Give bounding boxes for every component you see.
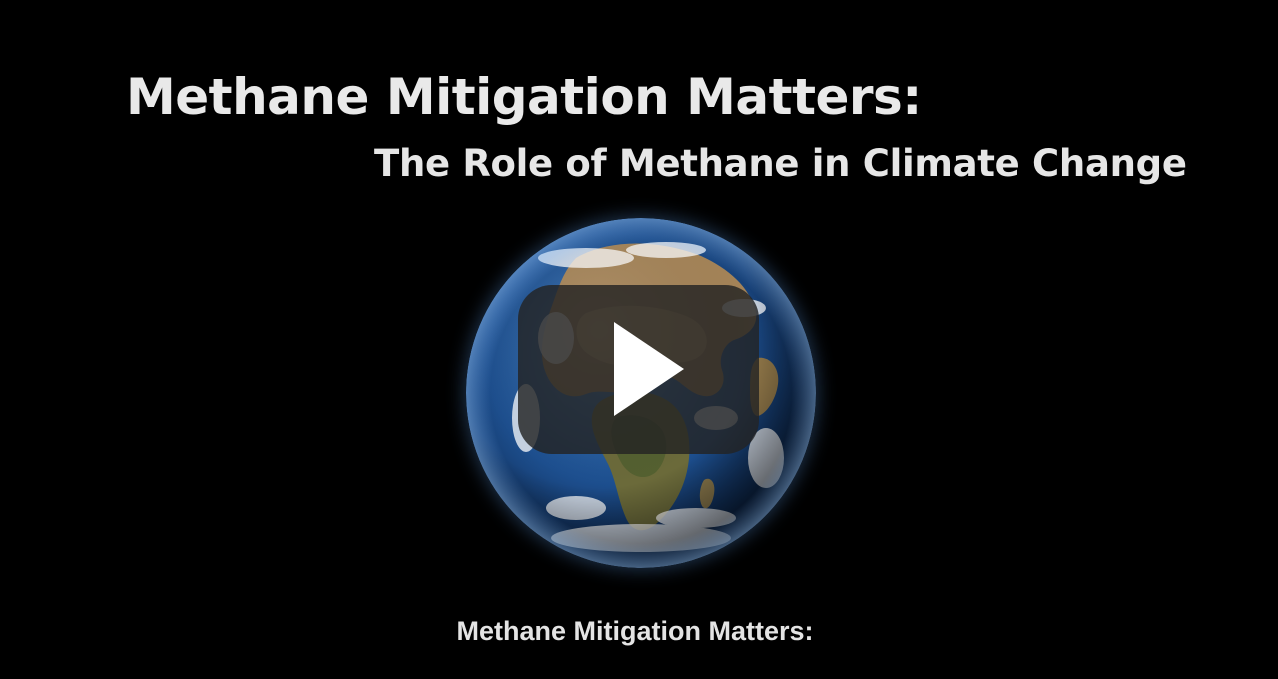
video-title: Methane Mitigation Matters: — [126, 68, 922, 126]
play-button[interactable] — [518, 285, 759, 454]
video-caption: Methane Mitigation Matters: — [456, 616, 814, 646]
play-icon — [614, 322, 684, 416]
video-subtitle: The Role of Methane in Climate Change — [374, 142, 1187, 185]
